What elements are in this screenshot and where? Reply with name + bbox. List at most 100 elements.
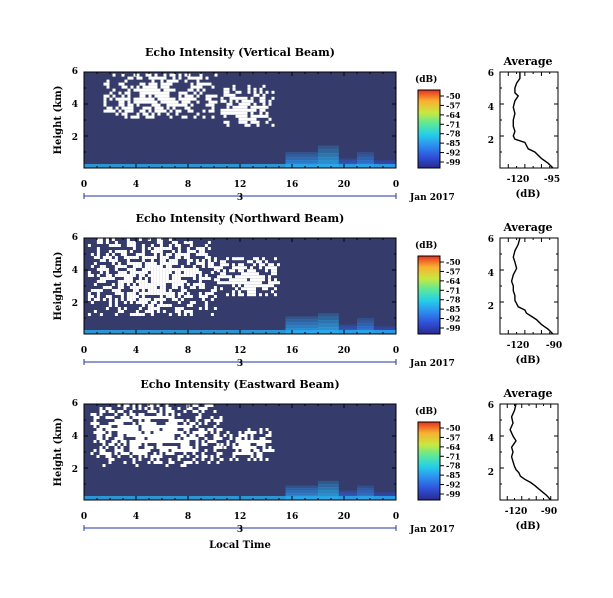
gap-cell [216,434,220,437]
gap-cell [120,274,124,277]
gap-cell [235,266,238,270]
gap-cell [153,292,157,295]
average-y-tick-label: 4 [488,103,494,113]
gap-cell [126,404,130,407]
gap-cell [201,247,205,250]
gap-cell [241,449,245,452]
gap-cell [129,443,133,446]
gap-cell [157,88,161,92]
gap-cell [156,404,160,407]
gap-cell [189,407,193,410]
gap-cell [171,262,175,265]
gap-cell [201,253,205,256]
gap-cell [159,416,163,419]
gap-cell [165,292,169,295]
gap-cell [238,266,241,270]
gap-cell [186,443,190,446]
gap-cell [108,452,112,455]
gap-cell [123,413,127,416]
gap-cell [172,97,176,101]
gap-cell [114,452,118,455]
gap-cell [156,458,160,461]
gap-cell [198,434,202,437]
gap-cell [168,244,172,247]
gap-cell [102,259,106,262]
gap-cell [117,443,121,446]
gap-cell [153,422,157,425]
gap-cell [247,272,250,276]
gap-cell [204,455,208,458]
gap-cell [123,428,127,431]
echo-region [285,490,318,494]
gap-cell [217,275,220,279]
gap-cell [108,286,112,289]
gap-cell [123,274,127,277]
gap-cell [123,431,127,434]
gap-cell [223,269,226,273]
gap-cell [165,425,169,428]
gap-cell [223,111,227,115]
gap-cell [132,428,136,431]
gap-cell [163,109,167,113]
gap-cell [189,301,193,304]
gap-cell [144,455,148,458]
gap-cell [121,73,125,77]
gap-cell [226,431,230,434]
gap-cell [166,82,170,86]
gap-cell [196,94,200,98]
gap-cell [238,90,242,94]
average-title: Average [502,221,552,234]
gap-cell [148,82,152,86]
gap-cell [265,266,268,270]
gap-cell [150,313,154,316]
gap-cell [241,102,245,106]
y-tick-label: 2 [72,465,78,475]
gap-cell [177,313,181,316]
gap-cell [135,265,139,268]
gap-cell [141,292,145,295]
gap-cell [121,103,125,107]
gap-cell [105,271,109,274]
x-tick-label: 4 [133,180,139,190]
gap-cell [114,265,118,268]
gap-cell [109,109,113,113]
gap-cell [244,278,247,282]
gap-cell [114,292,118,295]
gap-cell [192,458,196,461]
gap-cell [99,238,103,241]
gap-cell [223,260,226,264]
gap-cell [153,247,157,250]
gap-cell [226,105,230,109]
gap-cell [190,103,194,107]
gap-cell [99,271,103,274]
gap-cell [105,416,109,419]
gap-cell [153,452,157,455]
gap-cell [138,280,142,283]
gap-cell [154,73,158,77]
gap-cell [250,284,253,288]
gap-cell [207,265,211,268]
gap-cell [204,304,208,307]
x-tick-label: 0 [393,512,399,522]
gap-cell [105,241,109,244]
gap-cell [204,307,208,310]
gap-cell [157,94,161,98]
gap-cell [108,407,112,410]
gap-cell [223,114,227,118]
gap-cell [241,266,244,270]
gap-cell [147,428,151,431]
colorbar-tick-label: -85 [446,470,460,480]
gap-cell [96,295,100,298]
gap-cell [241,452,245,455]
gap-cell [253,278,256,282]
gap-cell [135,425,139,428]
gap-cell [241,111,245,115]
gap-cell [129,295,133,298]
gap-cell [189,241,193,244]
day-label: 3 [237,359,243,369]
gap-cell [184,79,188,83]
gap-cell [210,313,214,316]
gap-cell [244,434,248,437]
gap-cell [232,443,236,446]
gap-cell [144,452,148,455]
